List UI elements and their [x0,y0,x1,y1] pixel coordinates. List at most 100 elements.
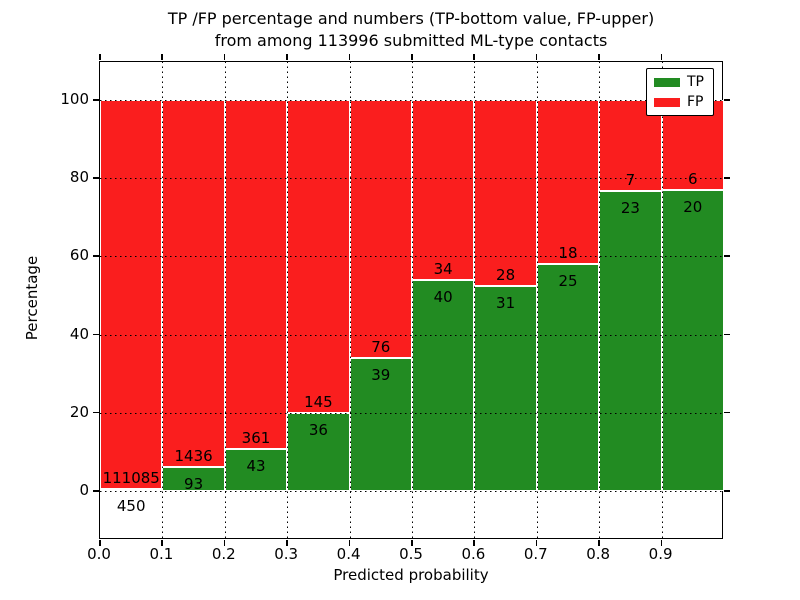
y-tick-mark [93,177,99,179]
gridline-h [100,334,722,336]
fp-count-label: 111085 [102,469,160,488]
legend-tp-label: TP [687,74,704,90]
tp-count-label: 39 [371,366,391,385]
y-tick-mark [93,333,99,336]
x-tick-mark-top [660,54,663,60]
x-tick-mark [161,540,163,546]
x-tick-mark [473,540,475,546]
tp-count-label: 20 [683,198,703,217]
x-tick-mark-top [411,54,413,60]
bar-fp-segment [474,100,537,286]
y-tick-mark-right [724,99,730,101]
y-tick-mark [93,99,99,101]
chart-title-line1: TP /FP percentage and numbers (TP-bottom… [167,9,655,28]
legend-fp-label: FP [687,94,704,110]
tp-count-label: 43 [246,457,266,476]
tp-count-label: 23 [620,199,640,218]
tp-count-label: 40 [433,287,453,306]
bar-tp-segment [224,449,288,491]
x-tick-mark-top [598,54,600,60]
bar-tp-segment [412,279,475,491]
x-tick-mark-top [99,54,101,60]
legend-tp-swatch [654,77,680,87]
y-tick-mark-right [724,333,730,336]
y-tick-label: 40 [69,324,89,343]
y-tick-mark-right [724,255,730,257]
y-tick-label: 60 [69,246,89,265]
plot-area: TP FP 111085 450 1436 93 361 43 145 36 76 39 34 40 2… [99,61,724,539]
y-tick-mark [93,490,99,492]
y-tick-label: 80 [69,168,89,187]
fp-count-label: 1436 [174,447,213,466]
bar-tp-segment [100,489,163,492]
gridline-v [599,62,601,538]
legend: TP FP [646,68,714,116]
fp-count-label: 18 [558,243,578,262]
gridline-h [100,100,722,101]
gridline-v [224,62,226,538]
x-tick-label: 0.9 [648,545,673,563]
x-tick-label: 0.6 [461,545,486,563]
y-tick-label: 100 [60,90,89,108]
y-tick-mark-right [724,490,730,492]
bar-tp-segment [536,263,600,491]
gridline-v [349,62,351,538]
legend-fp-swatch [654,97,680,107]
x-tick-mark-top [223,54,226,60]
y-tick-mark [93,255,99,257]
gridline-v [474,62,476,538]
x-tick-mark-top [535,54,538,60]
x-tick-label: 0.7 [523,545,548,563]
x-tick-mark-top [473,54,475,60]
legend-entry-tp: TP [654,74,706,90]
fp-count-label: 6 [688,170,698,189]
x-tick-label: 0.1 [149,545,174,563]
gridline-h [100,412,722,414]
bar-fp-segment [100,100,163,490]
x-axis-label: Predicted probability [333,566,489,584]
bar-tp-segment [599,191,662,491]
gridline-h [100,178,722,180]
x-tick-label: 0.3 [274,545,299,563]
bar-fp-segment [162,100,225,468]
x-tick-mark [99,540,101,546]
gridline-v [661,62,663,538]
fp-count-label: 145 [304,393,333,412]
bar-tp-segment [349,358,412,491]
fp-count-label: 7 [625,171,636,190]
gridline-h [100,491,722,492]
x-tick-mark [660,540,663,546]
legend-entry-fp: FP [654,94,706,110]
chart-title: TP /FP percentage and numbers (TP-bottom… [99,8,723,52]
x-tick-label: 0.4 [336,545,361,563]
bar-tp-segment [661,190,724,491]
tp-count-label: 93 [184,475,204,494]
tp-count-label: 25 [558,271,578,290]
x-tick-mark [348,540,351,546]
x-tick-label: 0.0 [87,545,111,563]
x-tick-mark-top [286,54,288,60]
y-tick-label: 20 [69,402,89,421]
x-tick-label: 0.5 [399,545,423,563]
x-tick-mark [286,540,288,546]
x-tick-label: 0.2 [211,545,236,563]
gridline-v [412,62,413,538]
fp-count-label: 361 [241,429,271,448]
x-tick-mark [223,540,226,546]
fp-count-label: 28 [496,265,516,284]
bar-tp-segment [474,285,537,491]
chart-title-line2: from among 113996 submitted ML-type cont… [214,31,608,50]
gridline-v [162,62,164,538]
x-tick-mark [598,540,600,546]
gridline-v [287,62,289,538]
x-tick-mark-top [348,54,351,60]
tp-count-label: 36 [308,421,328,440]
x-tick-label: 0.8 [586,545,611,563]
y-tick-label: 0 [79,481,89,499]
y-tick-mark-right [724,177,730,179]
bar-fp-segment [412,100,475,280]
tp-count-label: 450 [116,497,146,516]
x-tick-mark-top [161,54,163,60]
fp-count-label: 76 [371,338,391,357]
